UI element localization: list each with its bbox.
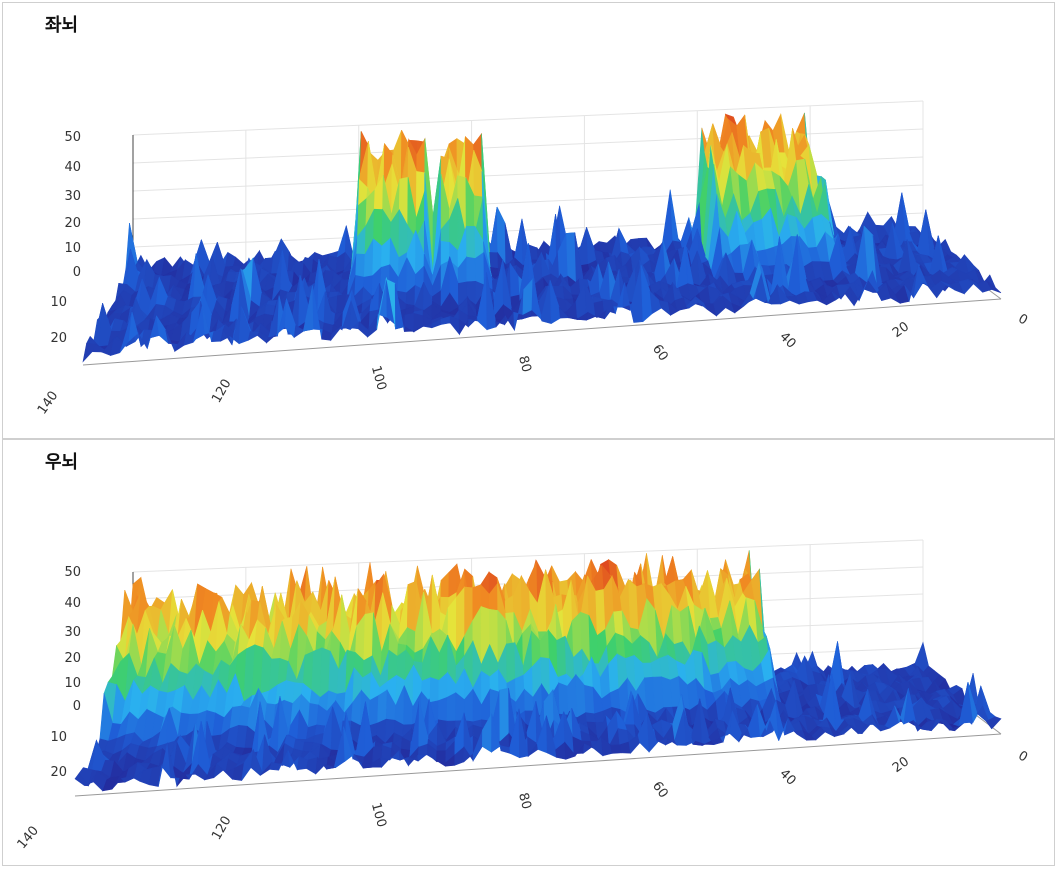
z-tick-label: 30 bbox=[64, 189, 81, 204]
z-tick-label: 10 bbox=[64, 676, 81, 691]
x-tick-label: 20 bbox=[890, 754, 912, 776]
x-tick-label: 0 bbox=[1015, 748, 1030, 765]
x-tick-label: 140 bbox=[15, 823, 42, 852]
left-brain-title: 좌뇌 bbox=[45, 15, 79, 36]
x-tick-label: 0 bbox=[1015, 311, 1030, 328]
left-brain-panel: 좌뇌 50 40 30 20 10 0 20 10 140 120 100 80 60 40 20 0 bbox=[2, 2, 1055, 439]
right-brain-title: 우뇌 bbox=[45, 452, 79, 473]
z-tick-label: 50 bbox=[64, 565, 81, 580]
z-tick-label: 0 bbox=[73, 699, 81, 714]
z-tick-label: 20 bbox=[64, 651, 81, 666]
z-tick-label: 50 bbox=[64, 130, 81, 145]
z-tick-label: 20 bbox=[64, 216, 81, 231]
x-tick-label: 80 bbox=[515, 791, 534, 811]
y-tick-label: 10 bbox=[50, 730, 67, 745]
z-tick-label: 0 bbox=[73, 265, 81, 280]
y-tick-label: 20 bbox=[50, 765, 67, 780]
x-tick-label: 60 bbox=[649, 779, 671, 801]
z-tick-label: 30 bbox=[64, 625, 81, 640]
x-tick-label: 140 bbox=[35, 389, 62, 418]
z-tick-label: 40 bbox=[64, 596, 81, 611]
x-tick-label: 80 bbox=[515, 354, 534, 374]
x-tick-label: 40 bbox=[776, 766, 798, 788]
surface bbox=[74, 550, 1002, 792]
z-tick-label: 10 bbox=[64, 241, 81, 256]
y-tick-label: 10 bbox=[50, 295, 67, 310]
x-tick-label: 40 bbox=[776, 329, 798, 351]
z-tick-label: 40 bbox=[64, 160, 81, 175]
y-tick-label: 20 bbox=[50, 331, 67, 346]
right-brain-panel: 우뇌 50 40 30 20 10 0 20 10 140 120 100 80 60 40 20 0 bbox=[2, 439, 1055, 866]
x-tick-label: 60 bbox=[649, 342, 671, 364]
x-tick-label: 120 bbox=[209, 814, 234, 843]
x-tick-label: 20 bbox=[890, 319, 912, 341]
x-tick-label: 100 bbox=[368, 364, 389, 392]
x-tick-label: 100 bbox=[368, 801, 389, 829]
x-tick-label: 120 bbox=[209, 377, 234, 406]
surface bbox=[82, 112, 1002, 363]
